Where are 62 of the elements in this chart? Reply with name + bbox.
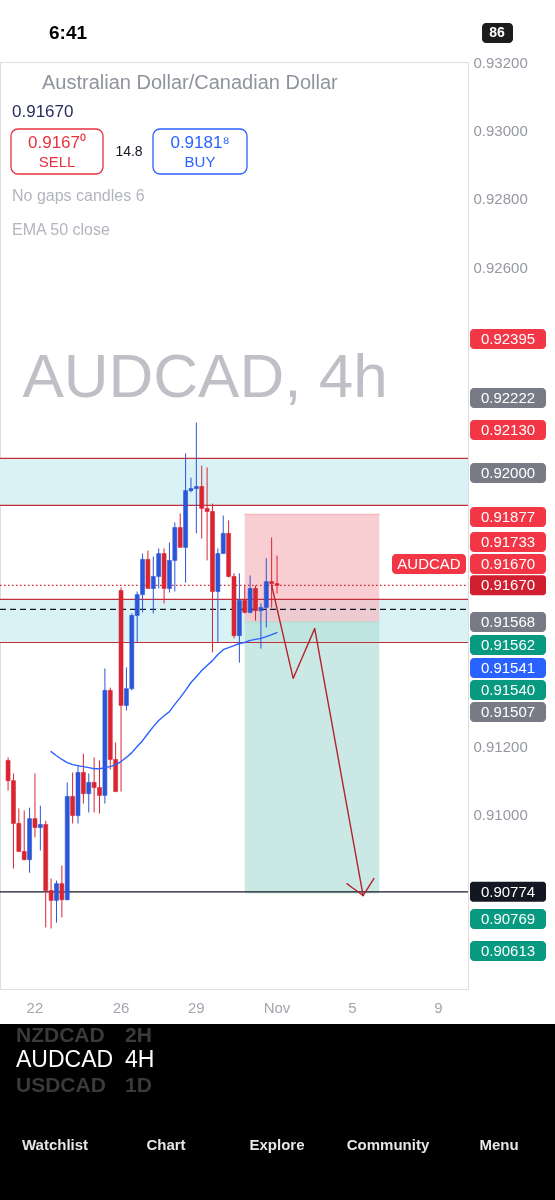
text: USDCAD [16,1073,106,1096]
text: Explore [249,1136,305,1153]
text: 0.91507 [480,703,536,720]
text: 0.91541 [480,659,536,676]
x-tick-label: 9 [434,998,443,1016]
text: 0.91568 [480,613,536,630]
text: 0.91877 [480,508,536,525]
annotation: AUDCAD, 4h [22,341,388,410]
text: 0.91733 [480,533,536,550]
ref-line-label: 0.91670 [480,576,536,594]
x-tick-label: 26 [112,998,130,1016]
annotation: No gaps candles 6 [12,187,145,204]
x-tick-label: Nov [263,998,291,1016]
candlestick [32,773,38,838]
annotation: BUY [184,153,216,170]
y-tick-label: 0.93200 [473,53,528,71]
text: 0.91670 [12,102,74,121]
x-tick-label: 29 [188,998,205,1016]
candlestick [54,880,59,924]
text: 2H [125,1023,152,1046]
line-series [50,631,278,770]
y-tick-label: 0.92800 [473,190,528,208]
candlestick [177,513,183,548]
text: 4H [125,1046,155,1072]
text: 0.92222 [480,389,536,406]
x-tick-label: 22 [26,998,44,1016]
text: 6:41 [48,22,88,43]
y-tick-label: 0.93000 [473,121,528,139]
text: Watchlist [21,1136,89,1153]
y-tick-label: 0.91200 [473,737,528,755]
chart-title: Australian Dollar/Canadian Dollar [42,71,339,93]
annotation: 0.9167⁰ [28,133,86,152]
x-tick-label: 5 [348,998,357,1016]
candlestick [86,773,92,813]
candlestick [59,865,65,919]
text: Community [346,1136,430,1153]
text: 0.90769 [480,910,536,927]
annotation: 14.8 [115,143,143,159]
text: 0.92130 [480,421,536,438]
candlestick [70,771,75,824]
text: NZDCAD [16,1023,105,1046]
text: 0.91670 [480,555,536,572]
y-tick-label: 0.92600 [473,258,528,276]
text: 1D [125,1073,152,1096]
text: AUDCAD [16,1046,114,1072]
text: 0.90613 [480,942,536,959]
text: 0.92000 [480,464,536,481]
text: 0.92395 [480,330,536,347]
annotation: EMA 50 close [12,221,110,238]
text: Menu [479,1136,519,1153]
candlestick [247,574,253,614]
text: Chart [146,1136,186,1153]
y-tick-label: 0.91000 [473,806,528,824]
annotation: 0.9181⁸ [170,133,230,152]
text: 86 [489,24,505,40]
text: 0.91540 [480,681,536,698]
candlestick [38,805,43,851]
text: 0.91562 [480,636,536,653]
annotation: AUDCAD [397,555,461,572]
candlestick [81,753,86,805]
ref-line-label: 0.90774 [480,882,536,900]
annotation: SELL [38,153,76,170]
